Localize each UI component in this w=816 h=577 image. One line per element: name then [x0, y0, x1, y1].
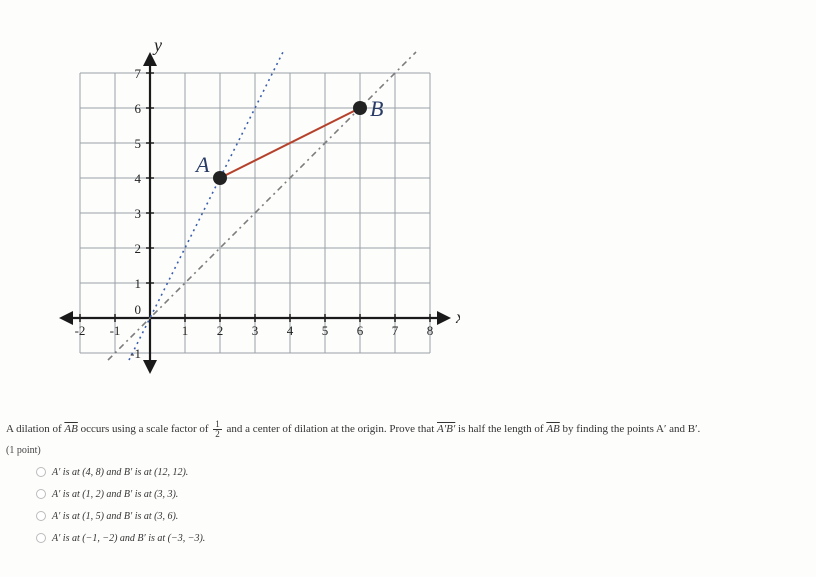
- svg-text:6: 6: [135, 101, 142, 116]
- question-text: A dilation of AB occurs using a scale fa…: [6, 420, 806, 439]
- coordinate-chart: -2 -1 1 2 3 4 5 6 7 8 1 2 3 4 5 6 7 0 -1 x y A B: [40, 8, 460, 388]
- answer-option-0[interactable]: A′ is at (4, 8) and B′ is at (12, 12).: [36, 465, 806, 481]
- answer-option-2[interactable]: A′ is at (1, 5) and B′ is at (3, 6).: [36, 509, 806, 525]
- answer-text-0: A′ is at (4, 8) and B′ is at (12, 12).: [52, 467, 188, 478]
- svg-text:-1: -1: [110, 323, 121, 338]
- answer-text-3: A′ is at (−1, −2) and B′ is at (−3, −3).: [52, 533, 205, 544]
- svg-text:3: 3: [252, 323, 259, 338]
- svg-text:4: 4: [287, 323, 294, 338]
- svg-text:0: 0: [135, 302, 142, 317]
- svg-text:2: 2: [217, 323, 224, 338]
- answer-text-2: A′ is at (1, 5) and B′ is at (3, 6).: [52, 511, 178, 522]
- answer-text-1: A′ is at (1, 2) and B′ is at (3, 3).: [52, 489, 178, 500]
- svg-text:7: 7: [392, 323, 399, 338]
- q-seg3: AB: [546, 423, 559, 435]
- q-mid2: and a center of dilation at the origin. …: [227, 423, 437, 435]
- svg-text:6: 6: [357, 323, 364, 338]
- svg-text:1: 1: [182, 323, 189, 338]
- q-seg2: A′B′: [437, 423, 455, 435]
- q-prefix: A dilation of: [6, 423, 64, 435]
- svg-text:3: 3: [135, 206, 142, 221]
- q-fraction: 1 2: [213, 420, 222, 439]
- points-label: (1 point): [6, 443, 806, 459]
- svg-text:2: 2: [135, 241, 142, 256]
- svg-text:1: 1: [135, 276, 142, 291]
- svg-text:y: y: [152, 35, 162, 55]
- q-suffix: by finding the points A′ and B′.: [563, 423, 701, 435]
- chart-svg: -2 -1 1 2 3 4 5 6 7 8 1 2 3 4 5 6 7 0 -1 x y A B: [40, 8, 460, 388]
- svg-text:4: 4: [135, 171, 142, 186]
- svg-text:7: 7: [135, 66, 142, 81]
- q-seg1: AB: [64, 423, 77, 435]
- svg-text:-1: -1: [130, 346, 141, 361]
- svg-text:B: B: [370, 96, 383, 121]
- svg-text:-2: -2: [75, 323, 86, 338]
- svg-text:5: 5: [322, 323, 329, 338]
- question-block: A dilation of AB occurs using a scale fa…: [6, 420, 806, 553]
- answer-option-1[interactable]: A′ is at (1, 2) and B′ is at (3, 3).: [36, 487, 806, 503]
- svg-text:8: 8: [427, 323, 434, 338]
- svg-text:x: x: [455, 307, 460, 327]
- q-mid3: is half the length of: [458, 423, 546, 435]
- svg-text:5: 5: [135, 136, 142, 151]
- answer-option-3[interactable]: A′ is at (−1, −2) and B′ is at (−3, −3).: [36, 531, 806, 547]
- svg-text:A: A: [194, 152, 210, 177]
- answers-list: A′ is at (4, 8) and B′ is at (12, 12). A…: [36, 465, 806, 547]
- q-mid1: occurs using a scale factor of: [81, 423, 212, 435]
- frac-den: 2: [213, 430, 222, 439]
